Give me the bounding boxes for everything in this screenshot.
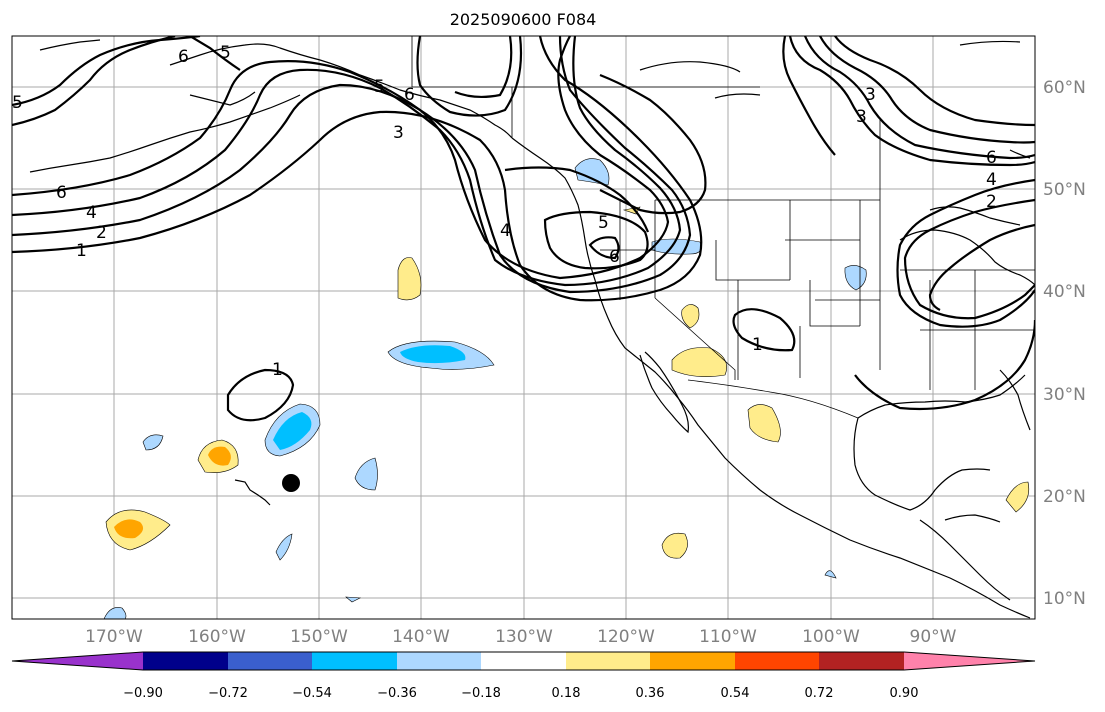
colorbar-segment: [12, 652, 143, 670]
strong-positive-anomaly-blob: [114, 519, 144, 539]
political-borders: [411, 36, 1035, 419]
lon-label: 100°W: [802, 627, 860, 647]
colorbar-tick-label: 0.18: [552, 686, 581, 701]
contour-label: 6: [609, 247, 620, 267]
colorbar-segment: [904, 652, 1035, 670]
contour-label: 1: [752, 335, 763, 355]
negative-anomaly-blob: [103, 607, 127, 619]
strong-positive-anomaly-blob: [208, 446, 231, 466]
lat-label: 30°N: [1043, 385, 1086, 405]
negative-anomaly-blob: [824, 570, 837, 579]
contour-label: 5: [374, 77, 385, 97]
positive-anomaly-blob: [661, 532, 688, 559]
contour-label: 2: [986, 192, 997, 212]
colorbar-tick-label: −0.18: [461, 686, 501, 701]
negative-anomaly-blob: [142, 434, 164, 451]
contour-label: 6: [178, 47, 189, 67]
colorbar-segment: [228, 652, 312, 670]
contour-label: 4: [86, 203, 97, 223]
negative-anomaly-blob: [844, 265, 867, 291]
colorbar-segment: [143, 652, 228, 670]
latitude-labels: 60°N 50°N 40°N 30°N 20°N 10°N: [1043, 78, 1086, 609]
contour-label: 4: [986, 170, 997, 190]
colorbar-segment: [650, 652, 735, 670]
contour-label: 6: [56, 183, 67, 203]
graticule: [12, 36, 1035, 619]
contour-label: 4: [500, 221, 511, 241]
lat-label: 10°N: [1043, 589, 1086, 609]
lat-label: 50°N: [1043, 180, 1086, 200]
colorbar-tick-label: −0.54: [292, 686, 332, 701]
lon-label: 90°W: [910, 627, 957, 647]
colorbar-segment: [735, 652, 819, 670]
negative-anomaly-blob: [354, 457, 378, 491]
contour-label: 3: [856, 107, 867, 127]
positive-anomaly-blob: [681, 304, 700, 329]
shaded-anomalies: [103, 158, 1030, 619]
contour-label: 5: [598, 213, 609, 233]
contour-label: 5: [12, 93, 23, 113]
contour-label: 6: [404, 85, 415, 105]
positive-anomaly-blob: [397, 257, 422, 301]
colorbar: −0.90 −0.72 −0.54 −0.36 −0.18 0.18 0.36 …: [11, 651, 1036, 701]
colorbar-tick-label: 0.54: [721, 686, 750, 701]
lon-label: 140°W: [392, 627, 450, 647]
contour-label: 1: [272, 360, 283, 380]
map-title: 2025090600 F084: [450, 10, 597, 29]
colorbar-tick-label: 0.90: [890, 686, 919, 701]
lon-label: 170°W: [85, 627, 143, 647]
negative-anomaly-blob: [574, 158, 610, 186]
colorbar-segment: [397, 652, 481, 670]
colorbar-outline: [11, 651, 1036, 671]
lat-label: 20°N: [1043, 487, 1086, 507]
contour-lines: [12, 36, 1035, 422]
contour-label: 3: [393, 123, 404, 143]
contour-label: 2: [96, 223, 107, 243]
positive-anomaly-blob: [747, 404, 781, 443]
station-marker-dot: [282, 474, 300, 492]
contour-labels: 6 5 5 6 3 6 4 2 1 4 5 6 1 1 3 3 6 4 2 5: [12, 43, 997, 380]
lon-label: 130°W: [495, 627, 553, 647]
contour-label: 1: [76, 241, 87, 261]
lon-label: 120°W: [597, 627, 655, 647]
colorbar-tick-label: 0.36: [636, 686, 665, 701]
negative-anomaly-blob: [275, 533, 293, 561]
lon-label: 110°W: [699, 627, 757, 647]
colorbar-segment: [312, 652, 397, 670]
lon-label: 160°W: [188, 627, 246, 647]
lat-label: 60°N: [1043, 78, 1086, 98]
lat-label: 40°N: [1043, 282, 1086, 302]
colorbar-tick-label: 0.72: [805, 686, 834, 701]
map-frame: [11, 35, 1036, 620]
strong-negative-anomaly-blob: [273, 412, 312, 450]
colorbar-segment: [481, 652, 566, 670]
map-area: 6 5 5 6 3 6 4 2 1 4 5 6 1 1 3 3 6 4 2 5: [12, 36, 1035, 619]
colorbar-tick-label: −0.90: [123, 686, 163, 701]
contour-label: 3: [865, 85, 876, 105]
lon-label: 150°W: [290, 627, 348, 647]
colorbar-segment: [566, 652, 650, 670]
strong-negative-anomaly-blob: [400, 345, 466, 364]
negative-anomaly-blob: [345, 596, 362, 603]
contour-label: 5: [220, 43, 231, 63]
colorbar-tick-label: −0.36: [377, 686, 417, 701]
longitude-labels: 170°W 160°W 150°W 140°W 130°W 120°W 110°…: [85, 627, 957, 647]
contour-label: 6: [986, 148, 997, 168]
positive-anomaly-blob: [1005, 481, 1030, 513]
colorbar-tick-label: −0.72: [208, 686, 248, 701]
colorbar-segment: [819, 652, 904, 670]
